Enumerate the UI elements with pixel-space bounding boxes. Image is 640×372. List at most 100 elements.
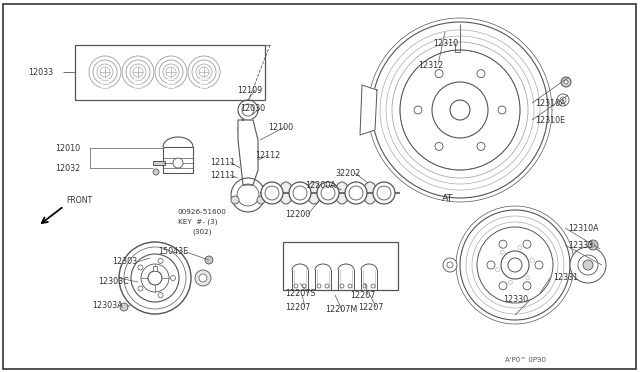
- Circle shape: [261, 182, 283, 204]
- Text: 32202: 32202: [335, 169, 360, 177]
- Circle shape: [237, 184, 259, 206]
- Circle shape: [588, 240, 598, 250]
- Circle shape: [363, 284, 367, 288]
- Circle shape: [371, 284, 375, 288]
- Ellipse shape: [363, 182, 377, 204]
- Circle shape: [257, 196, 265, 204]
- Text: 12331: 12331: [553, 273, 578, 282]
- Circle shape: [302, 284, 306, 288]
- Text: 00926-51600: 00926-51600: [178, 209, 227, 215]
- Circle shape: [265, 186, 279, 200]
- Circle shape: [158, 259, 163, 263]
- Text: 12303C: 12303C: [98, 278, 129, 286]
- Circle shape: [531, 258, 534, 262]
- Text: 12109: 12109: [237, 86, 262, 94]
- Text: 12310: 12310: [433, 38, 458, 48]
- Circle shape: [498, 106, 506, 114]
- Circle shape: [500, 250, 504, 254]
- Bar: [153, 161, 165, 165]
- Circle shape: [231, 196, 239, 204]
- Text: 12333: 12333: [568, 241, 593, 250]
- Text: 12112: 12112: [255, 151, 280, 160]
- Text: 12200: 12200: [285, 209, 310, 218]
- Circle shape: [293, 186, 307, 200]
- Circle shape: [570, 247, 606, 283]
- Circle shape: [166, 67, 176, 77]
- Circle shape: [170, 276, 175, 280]
- Circle shape: [561, 77, 571, 87]
- Text: FRONT: FRONT: [66, 196, 92, 205]
- Circle shape: [557, 94, 569, 106]
- Circle shape: [317, 182, 339, 204]
- Circle shape: [238, 100, 258, 120]
- Circle shape: [321, 186, 335, 200]
- Circle shape: [294, 284, 298, 288]
- Ellipse shape: [279, 182, 293, 204]
- Bar: [153, 266, 157, 271]
- Circle shape: [477, 70, 485, 78]
- Circle shape: [138, 286, 143, 291]
- Text: (302): (302): [192, 229, 211, 235]
- Bar: [75, 45, 265, 100]
- Text: 12010: 12010: [55, 144, 80, 153]
- Circle shape: [158, 293, 163, 298]
- Text: AT: AT: [442, 193, 454, 202]
- Circle shape: [591, 243, 595, 247]
- Circle shape: [242, 104, 254, 116]
- Text: 12032: 12032: [55, 164, 80, 173]
- Text: 12310A: 12310A: [535, 99, 566, 108]
- Text: 12111: 12111: [210, 157, 235, 167]
- Circle shape: [564, 80, 568, 84]
- Circle shape: [131, 254, 179, 302]
- Circle shape: [578, 255, 598, 275]
- Circle shape: [325, 284, 329, 288]
- Circle shape: [120, 303, 128, 311]
- Circle shape: [148, 271, 162, 285]
- Circle shape: [205, 256, 213, 264]
- Ellipse shape: [335, 182, 349, 204]
- Circle shape: [535, 261, 543, 269]
- Circle shape: [195, 270, 211, 286]
- Bar: [163, 147, 193, 173]
- Text: 12207: 12207: [358, 302, 383, 311]
- Text: 12207: 12207: [285, 302, 310, 311]
- Circle shape: [525, 276, 530, 280]
- Circle shape: [495, 268, 500, 272]
- Polygon shape: [360, 85, 377, 135]
- Circle shape: [373, 182, 395, 204]
- Circle shape: [414, 106, 422, 114]
- Circle shape: [289, 182, 311, 204]
- Text: 12033: 12033: [28, 67, 53, 77]
- Circle shape: [153, 169, 159, 175]
- Text: 12303A: 12303A: [92, 301, 123, 310]
- Text: 12310E: 12310E: [535, 115, 565, 125]
- Circle shape: [435, 70, 443, 78]
- Text: 12207M: 12207M: [325, 305, 357, 314]
- Circle shape: [199, 274, 207, 282]
- Circle shape: [450, 100, 470, 120]
- Text: 12312: 12312: [418, 61, 444, 70]
- Text: A'P0^ 0P90: A'P0^ 0P90: [505, 357, 546, 363]
- Circle shape: [133, 67, 143, 77]
- Circle shape: [508, 258, 522, 272]
- Polygon shape: [238, 120, 258, 185]
- Text: 12310A: 12310A: [568, 224, 598, 232]
- Circle shape: [138, 265, 143, 270]
- Text: KEY  #- (3): KEY #- (3): [178, 219, 218, 225]
- Circle shape: [435, 142, 443, 150]
- Text: 15043E: 15043E: [158, 247, 188, 257]
- Circle shape: [377, 186, 391, 200]
- Circle shape: [340, 284, 344, 288]
- Circle shape: [523, 240, 531, 248]
- Text: 12100: 12100: [268, 122, 293, 131]
- Text: 12303: 12303: [112, 257, 137, 266]
- Circle shape: [317, 284, 321, 288]
- Circle shape: [508, 280, 513, 284]
- Text: 12200A: 12200A: [305, 180, 336, 189]
- Circle shape: [100, 67, 110, 77]
- Text: 12111: 12111: [210, 170, 235, 180]
- Circle shape: [173, 158, 183, 168]
- Circle shape: [518, 246, 522, 250]
- Circle shape: [443, 258, 457, 272]
- Bar: [283, 242, 398, 290]
